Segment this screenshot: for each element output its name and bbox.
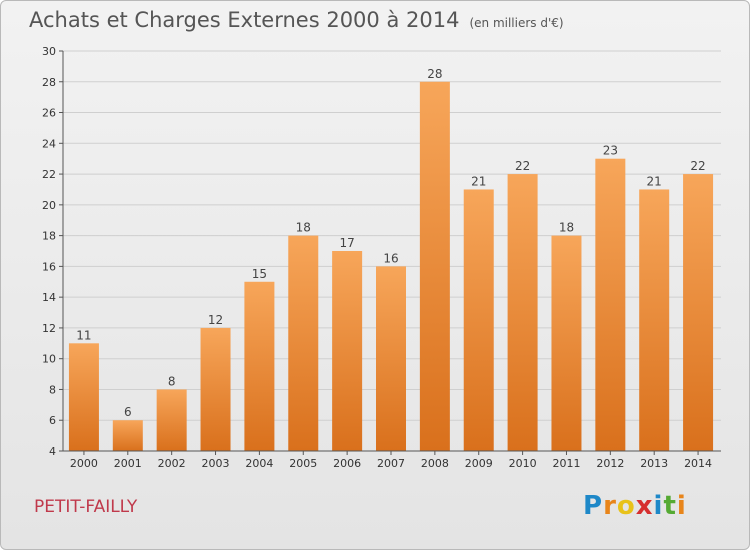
bar-2003[interactable] [200, 327, 231, 451]
y-tick-label: 30 [42, 45, 56, 58]
data-label: 17 [339, 236, 354, 250]
data-label: 28 [427, 67, 442, 81]
chart-title: Achats et Charges Externes 2000 à 2014 (e… [29, 8, 564, 32]
logo-letter: i [676, 491, 687, 521]
y-tick-label: 8 [49, 383, 56, 396]
y-tick-label: 20 [42, 199, 56, 212]
x-tick-label: 2013 [640, 457, 668, 470]
x-tick-label: 2012 [596, 457, 624, 470]
y-tick-label: 26 [42, 107, 56, 120]
y-tick-label: 16 [42, 260, 56, 273]
data-label: 6 [124, 405, 132, 419]
data-label: 18 [559, 221, 574, 235]
bars: 11 6 8 12 15 18 17 16 28 21 22 18 23 21 22 [68, 67, 714, 452]
axes: 4 6 8 10 12 14 16 18 20 22 24 26 28 30 2000 2001 2002 200… [42, 45, 721, 470]
y-tick-label: 18 [42, 230, 56, 243]
commune-name: PETIT-FAILLY [34, 497, 138, 517]
y-tick-label: 4 [49, 445, 56, 458]
logo-letter: i [653, 491, 664, 521]
bar-2006[interactable] [332, 251, 363, 451]
bar-2010[interactable] [507, 174, 538, 452]
x-tick-label: 2002 [158, 457, 186, 470]
data-label: 22 [515, 159, 530, 173]
proxiti-logo[interactable]: Proxiti [583, 491, 687, 521]
bar-2000[interactable] [68, 343, 99, 451]
x-tick-label: 2007 [377, 457, 405, 470]
y-tick-label: 6 [49, 414, 56, 427]
chart-unit: (en milliers d'€) [469, 16, 564, 30]
data-label: 11 [76, 328, 91, 342]
data-label: 15 [252, 267, 267, 281]
bar-2009[interactable] [463, 189, 494, 451]
x-tick-label: 2014 [684, 457, 712, 470]
x-tick-label: 2000 [70, 457, 98, 470]
data-label: 21 [647, 174, 662, 188]
y-tick-label: 22 [42, 168, 56, 181]
data-label: 22 [690, 159, 705, 173]
x-tick-label: 2005 [289, 457, 317, 470]
logo-letter: o [616, 491, 636, 521]
bar-2005[interactable] [288, 235, 319, 451]
bar-2011[interactable] [551, 235, 582, 451]
bar-2007[interactable] [376, 266, 406, 451]
data-label: 21 [471, 174, 486, 188]
y-tick-label: 28 [42, 76, 56, 89]
bar-2008[interactable] [419, 81, 450, 452]
logo-letter: P [583, 491, 604, 521]
y-tick-label: 14 [42, 291, 56, 304]
y-tick-label: 12 [42, 322, 56, 335]
logo-letter: t [663, 491, 677, 521]
logo-letter: r [603, 491, 617, 521]
x-tick-label: 2010 [509, 457, 537, 470]
y-tick-label: 10 [42, 353, 56, 366]
logo-letter: x [635, 491, 654, 521]
x-tick-label: 2011 [552, 457, 580, 470]
x-tick-label: 2008 [421, 457, 449, 470]
bar-2012[interactable] [595, 158, 626, 451]
x-tick-label: 2001 [114, 457, 142, 470]
x-tick-label: 2003 [202, 457, 230, 470]
data-label: 16 [383, 251, 398, 265]
data-label: 12 [208, 313, 223, 327]
data-label: 18 [296, 221, 311, 235]
bar-2004[interactable] [244, 281, 275, 451]
bar-2002[interactable] [156, 389, 187, 451]
bar-2013[interactable] [639, 189, 670, 451]
x-tick-label: 2009 [465, 457, 493, 470]
chart-title-text: Achats et Charges Externes 2000 à 2014 [29, 8, 460, 32]
data-label: 8 [168, 374, 176, 388]
x-tick-label: 2006 [333, 457, 361, 470]
data-label: 23 [603, 144, 618, 158]
y-tick-label: 24 [42, 137, 56, 150]
bar-2001[interactable] [112, 420, 143, 451]
bar-2014[interactable] [683, 174, 714, 452]
x-tick-label: 2004 [245, 457, 273, 470]
